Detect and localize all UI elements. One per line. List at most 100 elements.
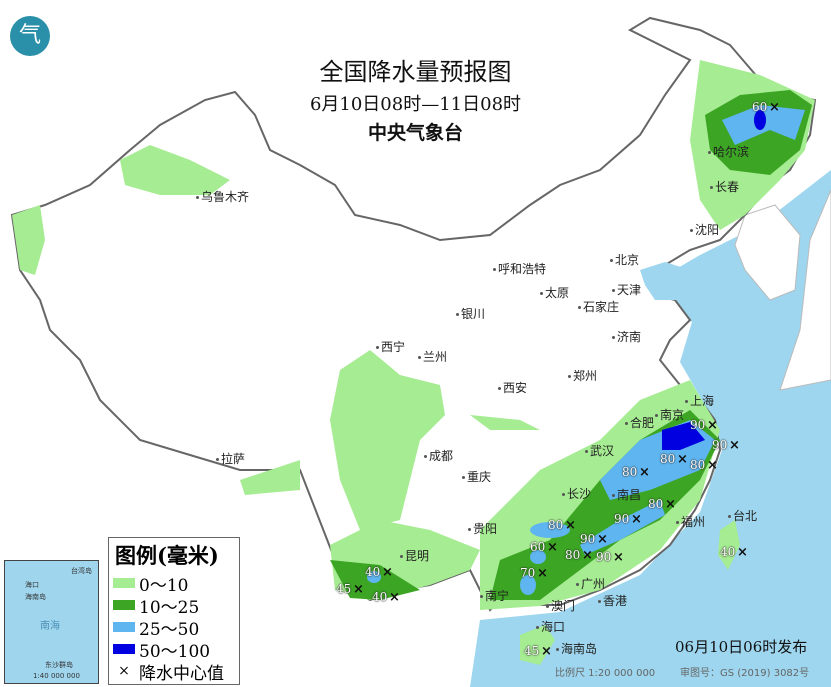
x-mark-icon: × (707, 418, 718, 433)
x-mark-icon: × (382, 565, 393, 580)
legend-swatch (113, 600, 135, 610)
city-label: 昆明 (400, 549, 429, 563)
x-mark-icon: × (737, 545, 748, 560)
precip-value: 70 (520, 566, 536, 580)
map-title: 全国降水量预报图 (319, 58, 512, 86)
legend-label: 10～25 (139, 597, 200, 618)
legend-label: 50～100 (139, 641, 211, 662)
x-mark-icon: × (639, 465, 650, 480)
precip-value: 60 (530, 540, 546, 554)
city-label: 福州 (676, 515, 705, 529)
city-label: 南昌 (612, 488, 641, 502)
bohai-sea (640, 262, 690, 300)
x-mark-icon: × (597, 532, 608, 547)
korea-peninsula (734, 204, 801, 301)
x-mark-icon: × (582, 548, 593, 563)
precip-value: 80 (660, 452, 676, 466)
inset-label: 海口 (25, 581, 39, 589)
precip-value: 90 (580, 532, 596, 546)
city-label: 澳门 (546, 599, 575, 613)
legend-item: 10～25 (113, 594, 239, 618)
japan (779, 189, 831, 391)
legend-label: 0～10 (139, 575, 189, 596)
legend-item: 50～100 (113, 638, 239, 662)
legend-item: 25～50 (113, 616, 239, 640)
precip-value: 80 (690, 458, 706, 472)
city-label: 广州 (576, 577, 605, 591)
precip-value: 45 (524, 644, 540, 658)
city-label: 太原 (540, 286, 569, 300)
x-mark-icon: × (613, 550, 624, 565)
city-label: 台北 (728, 509, 757, 523)
x-mark-icon: × (665, 497, 676, 512)
precip-value: 80 (548, 518, 564, 532)
city-label: 武汉 (585, 444, 614, 458)
inset-label: 海南岛 (25, 593, 46, 601)
legend-item-center: × 降水中心值 (113, 660, 239, 684)
forecast-period: 6月10日08时—11日08时 (309, 94, 522, 115)
precip-value: 80 (648, 497, 664, 511)
precip-value: 40 (365, 565, 381, 579)
city-label: 长春 (710, 180, 739, 194)
legend: 图例(毫米) 0～10 10～25 25～50 50～100 × 降水中心值 (108, 537, 240, 685)
x-mark-icon: × (729, 438, 740, 453)
x-mark-icon: × (565, 518, 576, 533)
precip-value: 40 (720, 545, 736, 559)
legend-swatch (113, 578, 135, 588)
city-label: 南京 (655, 408, 684, 422)
legend-swatch (113, 622, 135, 632)
inset-label: 台湾岛 (71, 567, 92, 575)
map-scale: 比例尺 1:20 000 000 (555, 668, 656, 679)
city-label: 海口 (536, 620, 565, 634)
inset-label: 东沙群岛 (45, 661, 73, 669)
x-mark-icon: × (547, 540, 558, 555)
precip-value: 60 (752, 100, 768, 114)
x-mark-icon: × (118, 663, 130, 679)
x-mark-icon: × (677, 452, 688, 467)
issue-time: 06月10日06时发布 (675, 638, 808, 656)
sea (470, 170, 831, 687)
precip-value: 90 (690, 418, 706, 432)
x-mark-icon: × (631, 512, 642, 527)
city-label: 呼和浩特 (493, 262, 546, 276)
south-china-sea-inset: 海口 海南岛 台湾岛 南海 东沙群岛 1:40 000 000 (4, 560, 99, 684)
precip-value: 80 (565, 548, 581, 562)
city-label: 拉萨 (216, 452, 245, 466)
precip-value: 80 (622, 465, 638, 479)
x-mark-icon: × (541, 644, 552, 659)
precip-areas (12, 60, 815, 665)
precip-value: 90 (614, 512, 630, 526)
x-mark-icon: × (389, 590, 400, 605)
city-label: 香港 (598, 594, 627, 608)
legend-label: 25～50 (139, 619, 200, 640)
city-label: 郑州 (568, 369, 597, 383)
city-label: 海南岛 (556, 642, 597, 656)
x-mark-icon: × (707, 458, 718, 473)
city-label: 合肥 (625, 416, 654, 430)
city-label: 银川 (456, 307, 485, 321)
city-label: 哈尔滨 (708, 145, 749, 159)
legend-item: 0～10 (113, 572, 239, 596)
city-label: 西安 (498, 381, 527, 395)
city-label: 乌鲁木齐 (196, 190, 249, 204)
city-label: 西宁 (376, 340, 405, 354)
x-mark-icon: × (353, 582, 364, 597)
city-label: 兰州 (418, 350, 447, 364)
inset-label: 南海 (40, 621, 60, 632)
precip-value: 90 (712, 438, 728, 452)
x-mark-icon: × (537, 566, 548, 581)
cma-logo-icon: 气 (10, 16, 50, 56)
city-label: 济南 (612, 330, 641, 344)
city-label: 贵阳 (468, 522, 497, 536)
city-label: 石家庄 (578, 300, 619, 314)
city-label: 长沙 (562, 487, 591, 501)
agency-name: 中央气象台 (367, 122, 463, 144)
legend-title: 图例(毫米) (115, 543, 219, 568)
city-label: 北京 (610, 253, 639, 267)
precip-value: 90 (596, 550, 612, 564)
city-label: 沈阳 (690, 223, 719, 237)
legend-label: 降水中心值 (139, 663, 224, 684)
review-number: 审图号：GS (2019) 3082号 (680, 668, 810, 679)
